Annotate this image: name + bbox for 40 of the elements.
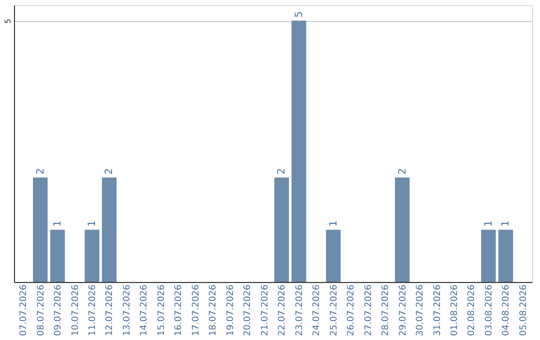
x-tick-label: 18.07.2026 <box>208 284 219 336</box>
x-tick-label: 27.07.2026 <box>364 284 374 336</box>
x-tick-label: 20.07.2026 <box>243 284 254 336</box>
x-tick-label: 05.08.2026 <box>518 284 529 336</box>
x-tick-label: 21.07.2026 <box>260 284 270 336</box>
data-label: 2 <box>397 168 408 174</box>
x-tick-label: 26.07.2026 <box>346 284 357 336</box>
x-tick-label: 07.07.2026 <box>19 284 30 336</box>
x-tick-label: 22.07.2026 <box>278 284 288 336</box>
x-tick-label: 09.07.2026 <box>54 284 64 336</box>
data-label: 1 <box>328 220 340 227</box>
data-label: 1 <box>87 220 98 227</box>
x-tick-label: 30.07.2026 <box>416 284 426 336</box>
x-tick-label: 31.07.2026 <box>432 284 443 336</box>
x-tick-label: 14.07.2026 <box>140 284 150 336</box>
x-tick-label: 04.08.2026 <box>502 284 512 336</box>
x-tick-label: 15.07.2026 <box>156 284 167 336</box>
x-tick-label: 02.08.2026 <box>467 284 478 336</box>
data-label: 1 <box>483 220 494 227</box>
x-tick-label: 03.08.2026 <box>484 284 494 336</box>
x-tick-label: 28.07.2026 <box>381 284 392 336</box>
x-tick-label: 25.07.2026 <box>329 284 340 336</box>
x-tick-label: 12.07.2026 <box>105 284 116 336</box>
x-tick-label: 23.07.2026 <box>294 284 305 336</box>
x-tick-label: 24.07.2026 <box>312 284 322 336</box>
x-tick-label: 17.07.2026 <box>191 284 202 336</box>
data-label: 2 <box>104 168 116 174</box>
data-label: 5 <box>294 11 305 18</box>
x-tick-label: 08.07.2026 <box>36 284 46 336</box>
data-label: 1 <box>500 220 512 227</box>
x-tick-label: 29.07.2026 <box>398 284 408 336</box>
x-tick-label: 10.07.2026 <box>70 284 81 336</box>
x-tick-label: 19.07.2026 <box>226 284 236 336</box>
data-label: 2 <box>276 168 288 174</box>
data-label: 1 <box>52 220 64 227</box>
x-tick-label: 11.07.2026 <box>88 284 98 336</box>
x-tick-label: 16.07.2026 <box>174 284 184 336</box>
x-tick-label: 13.07.2026 <box>122 284 132 336</box>
x-tick-label: 01.08.2026 <box>450 284 460 336</box>
data-label: 2 <box>35 168 46 174</box>
